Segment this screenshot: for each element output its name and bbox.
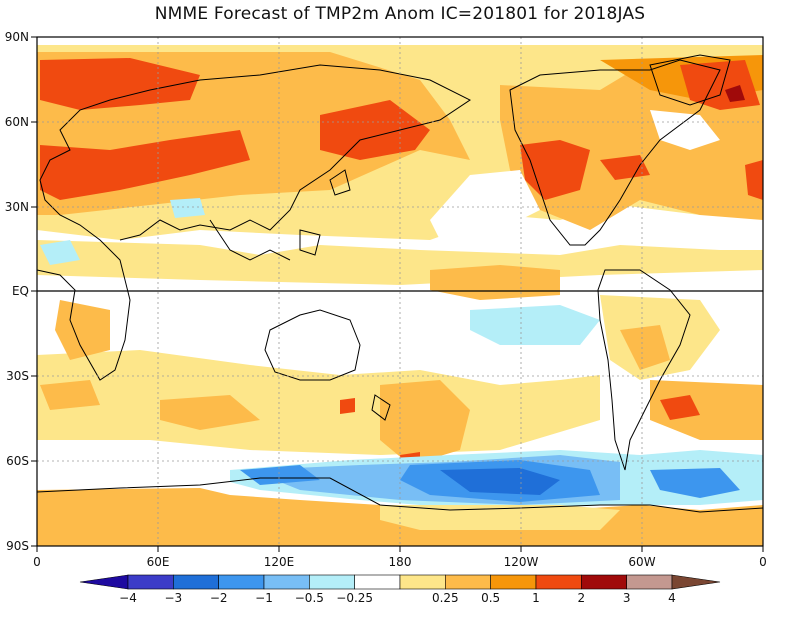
- lon-label: 120E: [264, 555, 295, 569]
- map-title: NMME Forecast of TMP2m Anom IC=201801 fo…: [154, 4, 646, 24]
- colorbar-label: 1: [532, 591, 540, 605]
- colorbar-label: −3: [164, 591, 182, 605]
- latitude-labels: 90N 60N 30N EQ 30S 60S 90S: [5, 30, 29, 553]
- colorbar-label: −0.25: [336, 591, 373, 605]
- colorbar-swatch: [626, 574, 673, 590]
- lon-label: 120W: [504, 555, 539, 569]
- colorbar-label: −2: [210, 591, 228, 605]
- longitude-labels: 0 60E 120E 180 120W 60W 0: [33, 555, 767, 569]
- colorbar-swatch: [127, 574, 174, 590]
- colorbar-label: −0.5: [295, 591, 324, 605]
- colorbar-swatch: [490, 574, 537, 590]
- lat-label: 60N: [5, 115, 29, 129]
- lon-label: 60E: [147, 555, 170, 569]
- colorbar-swatch: [445, 574, 491, 590]
- colorbar-swatch: [581, 574, 627, 590]
- colorbar-swatch: [354, 574, 401, 590]
- lat-label: 90S: [6, 539, 29, 553]
- lon-label: 0: [759, 555, 767, 569]
- lat-label: 30N: [5, 200, 29, 214]
- lat-label: EQ: [12, 284, 29, 298]
- colorbar-swatch: [218, 574, 265, 590]
- colorbar-label: −1: [255, 591, 273, 605]
- colorbar-swatch: [263, 574, 310, 590]
- colorbar-swatch: [671, 574, 721, 590]
- coastlines: [36, 54, 764, 513]
- tick-marks: [31, 36, 764, 552]
- colorbar-label: 0.5: [481, 591, 500, 605]
- colorbar-swatch: [309, 574, 355, 590]
- colorbar-label: 0.25: [432, 591, 459, 605]
- colorbar-label: 4: [668, 591, 676, 605]
- lon-label: 180: [389, 555, 412, 569]
- colorbar-label: 3: [623, 591, 631, 605]
- colorbar-label: −4: [119, 591, 137, 605]
- colorbar-swatch: [399, 574, 446, 590]
- colorbar-label: 2: [578, 591, 586, 605]
- graticule: [37, 37, 763, 546]
- colorbar-swatch: [535, 574, 582, 590]
- lat-label: 90N: [5, 30, 29, 44]
- colorbar-swatch: [173, 574, 219, 590]
- colorbar-swatch: [79, 574, 129, 590]
- lon-label: 60W: [628, 555, 655, 569]
- lat-label: 60S: [6, 454, 29, 468]
- lat-label: 30S: [6, 369, 29, 383]
- colorbar: −4 −3 −2 −1 −0.5 −0.25 0.25 0.5 1 2 3 4: [79, 574, 721, 605]
- lon-label: 0: [33, 555, 41, 569]
